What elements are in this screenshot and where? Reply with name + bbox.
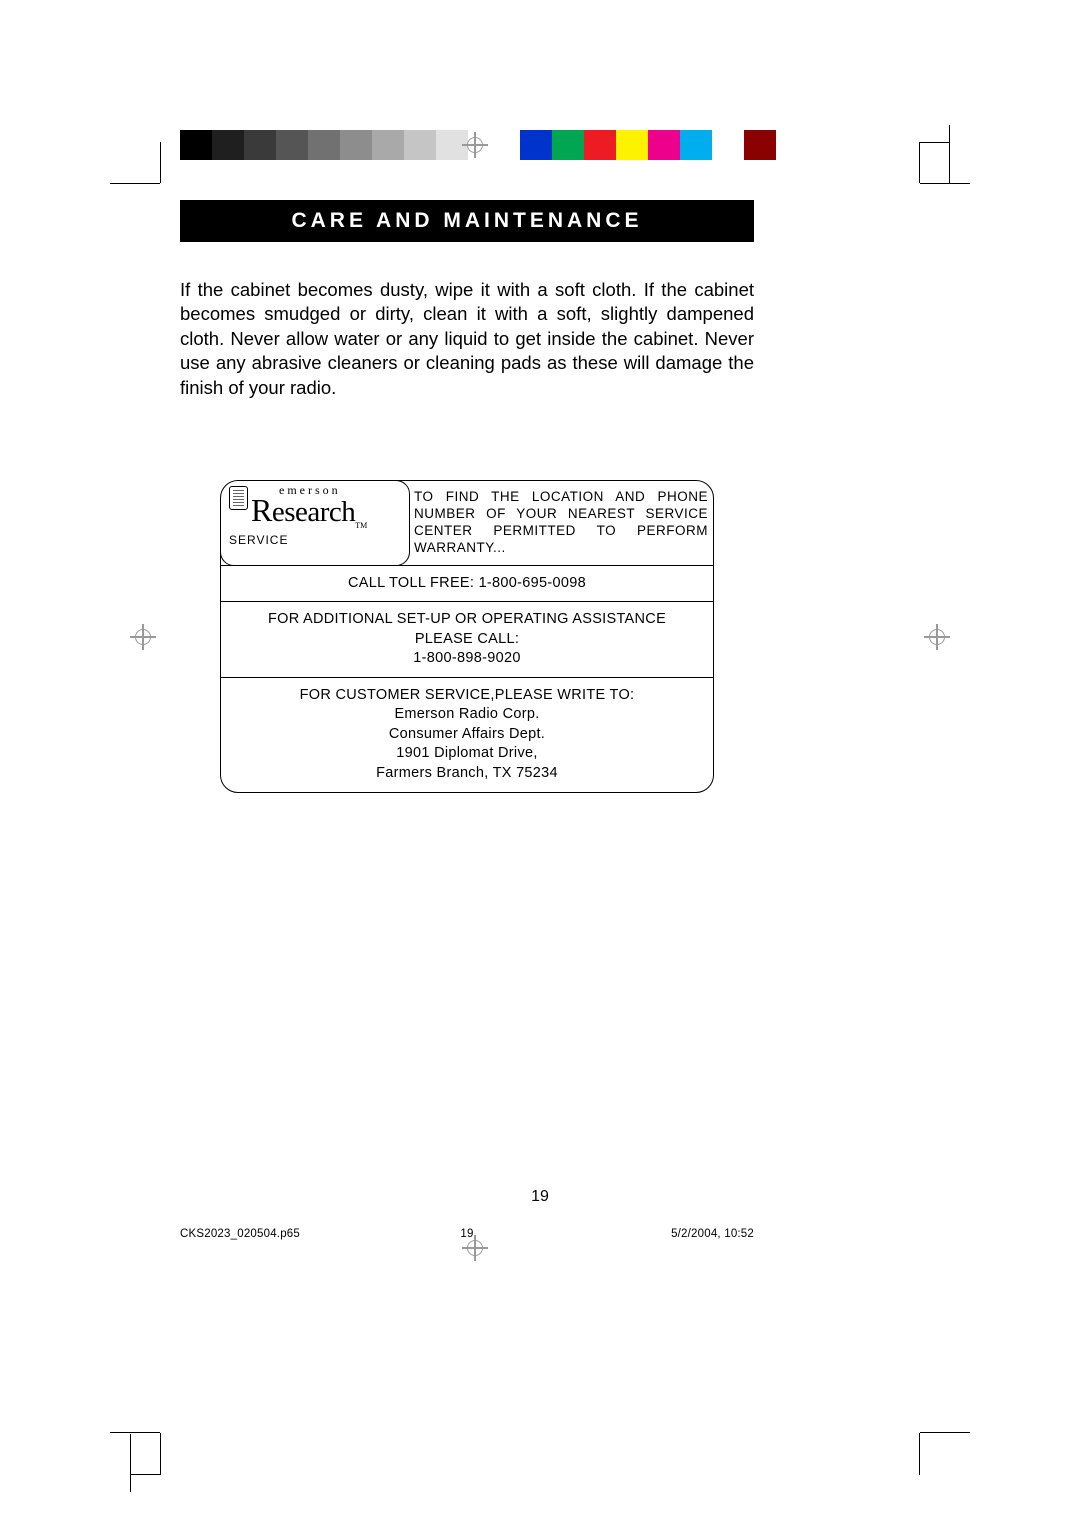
swatch: [616, 130, 648, 160]
registration-target-icon: [130, 624, 156, 650]
crop-mark: [919, 142, 920, 183]
assist-line1: FOR ADDITIONAL SET-UP OR OPERATING ASSIS…: [231, 610, 703, 630]
service-stack: emerson ResearchTM SERVICE TO FIND THE L…: [220, 480, 714, 793]
assist-number: 1-800-898-9020: [231, 649, 703, 669]
crop-mark: [110, 183, 160, 184]
crop-mark: [130, 1474, 160, 1475]
service-info-block: emerson ResearchTM SERVICE TO FIND THE L…: [220, 480, 714, 793]
brand-icon: [229, 486, 248, 510]
toll-free-row: CALL TOLL FREE: 1-800-695-0098: [221, 565, 713, 602]
section-header: CARE AND MAINTENANCE: [180, 200, 754, 242]
crop-mark: [949, 125, 950, 183]
cs-line2: Emerson Radio Corp.: [231, 705, 703, 725]
toll-free-label: CALL TOLL FREE:: [348, 575, 479, 591]
customer-service-row: FOR CUSTOMER SERVICE,PLEASE WRITE TO: Em…: [221, 677, 713, 792]
swatch: [680, 130, 712, 160]
footer-filename: CKS2023_020504.p65: [180, 1228, 300, 1240]
cs-line1: FOR CUSTOMER SERVICE,PLEASE WRITE TO:: [231, 686, 703, 706]
brand-logo-box: emerson ResearchTM SERVICE: [220, 480, 410, 566]
swatch: [712, 130, 744, 160]
crop-mark: [160, 1433, 161, 1475]
registration-target-icon: [462, 132, 488, 158]
cs-line5: Farmers Branch, TX 75234: [231, 764, 703, 784]
color-swatch-bar: [520, 130, 776, 160]
swatch: [404, 130, 436, 160]
assistance-row: FOR ADDITIONAL SET-UP OR OPERATING ASSIS…: [221, 601, 713, 677]
swatch: [180, 130, 212, 160]
swatch: [308, 130, 340, 160]
crop-mark: [919, 1433, 920, 1475]
crop-mark: [920, 142, 950, 143]
footer-datetime: 5/2/2004, 10:52: [671, 1228, 754, 1240]
swatch: [212, 130, 244, 160]
swatch: [340, 130, 372, 160]
grayscale-swatch-bar: [180, 130, 468, 160]
brand-top-word: emerson: [279, 486, 367, 496]
warranty-text: TO FIND THE LOCATION AND PHONE NUMBER OF…: [404, 486, 708, 560]
crop-mark: [130, 1434, 131, 1492]
cs-line3: Consumer Affairs Dept.: [231, 725, 703, 745]
crop-mark: [110, 1432, 160, 1433]
swatch: [744, 130, 776, 160]
page-content: CARE AND MAINTENANCE If the cabinet beco…: [180, 200, 754, 793]
swatch: [244, 130, 276, 160]
assist-line2: PLEASE CALL:: [231, 630, 703, 650]
swatch: [520, 130, 552, 160]
swatch: [648, 130, 680, 160]
brand-main-word: ResearchTM: [251, 496, 367, 529]
footer: CKS2023_020504.p65 19 5/2/2004, 10:52: [180, 1228, 754, 1240]
toll-free-number: 1-800-695-0098: [479, 575, 586, 591]
swatch: [584, 130, 616, 160]
crop-mark: [920, 1432, 970, 1433]
registration-target-icon: [924, 624, 950, 650]
swatch: [552, 130, 584, 160]
cs-line4: 1901 Diplomat Drive,: [231, 744, 703, 764]
crop-mark: [920, 183, 970, 184]
service-label: SERVICE: [229, 532, 401, 548]
swatch: [372, 130, 404, 160]
body-paragraph: If the cabinet becomes dusty, wipe it wi…: [180, 278, 754, 400]
crop-mark: [160, 142, 161, 183]
page-number: 19: [0, 1188, 1080, 1206]
swatch: [276, 130, 308, 160]
